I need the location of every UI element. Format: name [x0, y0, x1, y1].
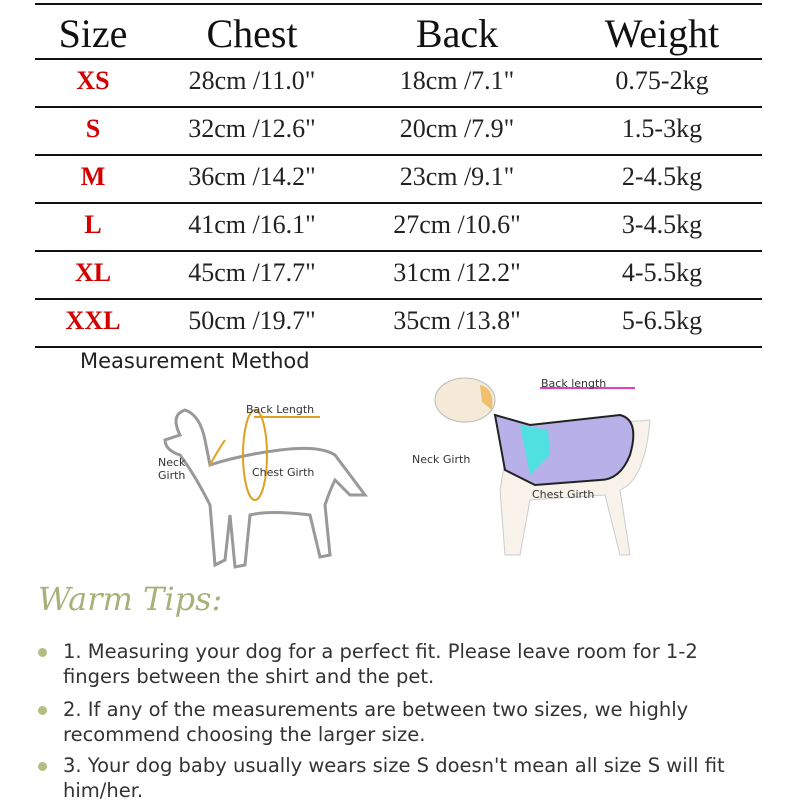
outline-dog-illustration: [163, 408, 368, 569]
divider: [35, 58, 762, 60]
tip-item: 1. Measuring your dog for a perfect fit.…: [38, 639, 758, 689]
cell-size: XL: [74, 258, 112, 287]
back-length-label: Back Length: [246, 403, 315, 416]
cell-back: 18cm /7.1": [399, 66, 515, 95]
header-size: Size: [58, 11, 128, 56]
cell-back: 27cm /10.6": [393, 210, 521, 239]
chest-girth-label: Chest Girth: [252, 466, 315, 479]
divider: [35, 298, 762, 300]
divider: [35, 202, 762, 204]
cell-weight: 2-4.5kg: [621, 162, 703, 191]
cell-size: L: [84, 210, 102, 239]
divider: [35, 250, 762, 252]
back-length-label-right: Back length: [541, 377, 607, 390]
bullet-icon: [38, 706, 47, 715]
divider: [35, 154, 762, 156]
cell-size: M: [80, 162, 106, 191]
divider: [35, 106, 762, 108]
cell-size: S: [85, 114, 101, 143]
neck-girth-label-right: Neck Girth: [412, 453, 471, 466]
divider: [35, 3, 762, 5]
cell-weight: 4-5.5kg: [621, 258, 703, 287]
cell-weight: 1.5-3kg: [621, 114, 703, 143]
cell-size: XXL: [65, 306, 121, 335]
chest-girth-label-right: Chest Girth: [532, 488, 595, 501]
cell-back: 23cm /9.1": [399, 162, 515, 191]
cell-chest: 32cm /12.6": [188, 114, 316, 143]
cell-weight: 0.75-2kg: [615, 66, 709, 95]
cell-back: 35cm /13.8": [393, 306, 521, 335]
warm-tips-title: Warm Tips:: [38, 580, 223, 618]
tip-item: 2. If any of the measurements are betwee…: [38, 697, 758, 747]
bullet-icon: [38, 762, 47, 771]
header-back: Back: [415, 11, 499, 56]
measurement-title: Measurement Method: [80, 349, 310, 373]
divider: [35, 346, 762, 348]
dog-with-coat-illustration: [434, 377, 651, 556]
cell-back: 31cm /12.2": [393, 258, 521, 287]
neck-girth-label: Neck Girth: [158, 456, 186, 482]
cell-chest: 50cm /19.7": [188, 306, 316, 335]
header-chest: Chest: [206, 11, 298, 56]
cell-back: 20cm /7.9": [399, 114, 515, 143]
cell-chest: 45cm /17.7": [188, 258, 316, 287]
cell-weight: 5-6.5kg: [621, 306, 703, 335]
header-weight: Weight: [604, 11, 720, 56]
cell-chest: 28cm /11.0": [188, 66, 316, 95]
cell-chest: 41cm /16.1": [188, 210, 316, 239]
tip-item: 3. Your dog baby usually wears size S do…: [38, 753, 758, 800]
cell-chest: 36cm /14.2": [188, 162, 316, 191]
bullet-icon: [38, 648, 47, 657]
cell-weight: 3-4.5kg: [621, 210, 703, 239]
cell-size: XS: [76, 66, 110, 95]
